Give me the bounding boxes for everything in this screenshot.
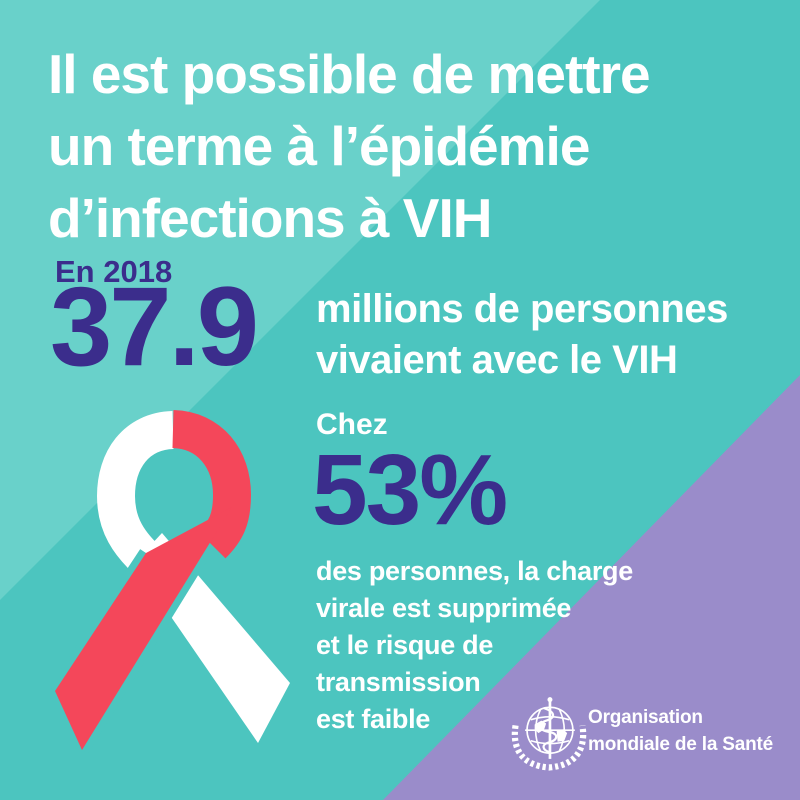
viral-desc-line: virale est supprimée — [316, 593, 572, 623]
stat-description-line: vivaient avec le VIH — [316, 338, 678, 382]
page-title: Il est possible de mettre un terme à l’é… — [48, 38, 651, 254]
stat-value-percent: 53% — [312, 434, 508, 546]
who-logo-text: Organisation mondiale de la Santé — [588, 704, 773, 758]
title-line-2: un terme à l’épidémie — [48, 115, 590, 177]
viral-desc-line: des personnes, la charge — [316, 556, 633, 586]
viral-desc-line: est faible — [316, 704, 431, 734]
who-logo: Organisation mondiale de la Santé — [506, 690, 796, 780]
serpent — [538, 707, 558, 754]
who-logo-text-line: mondiale de la Santé — [588, 734, 773, 755]
viral-suppression-description: des personnes, la charge virale est supp… — [316, 553, 633, 738]
title-line-1: Il est possible de mettre — [48, 43, 651, 105]
stat-description-line: millions de personnes — [316, 287, 728, 331]
globe-landmasses — [534, 720, 568, 742]
viral-desc-line: transmission — [316, 667, 481, 697]
who-emblem-icon — [511, 697, 587, 771]
ribbon-white-loop — [96, 411, 175, 578]
laurel-wreath — [511, 724, 587, 771]
stat-value-millions: 37.9 — [50, 264, 259, 389]
awareness-ribbon-icon — [50, 410, 290, 754]
title-line-3: d’infections à VIH — [48, 187, 492, 249]
ribbon-red-band — [55, 507, 232, 750]
ribbon-red-loop — [171, 410, 252, 559]
chez-label: Chez — [316, 408, 388, 441]
viral-desc-line: et le risque de — [316, 630, 494, 660]
stat-description-millions: millions de personnes vivaient avec le V… — [316, 284, 728, 386]
year-label: En 2018 — [55, 254, 173, 289]
who-logo-text-line: Organisation — [588, 707, 703, 728]
